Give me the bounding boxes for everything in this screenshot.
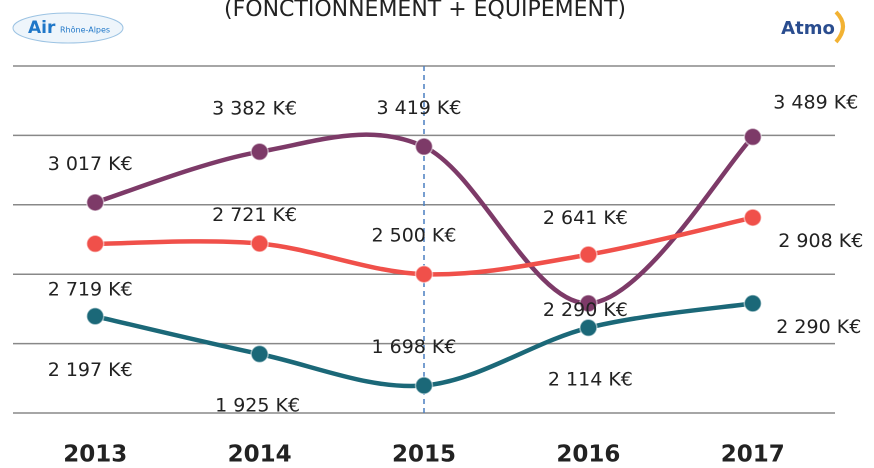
data-label: 2 500 K€: [372, 225, 457, 247]
data-point: [579, 294, 598, 313]
data-label: 2 641 K€: [543, 207, 628, 229]
data-point: [743, 294, 763, 313]
data-label: 3 489 K€: [773, 91, 858, 113]
data-point: [250, 344, 269, 364]
data-label: 2 721 K€: [212, 204, 297, 226]
data-label: 1 698 K€: [372, 336, 457, 358]
logo-arc: [834, 10, 845, 44]
data-point: [250, 142, 269, 162]
logo-shape: [12, 12, 124, 44]
x-tick-label: 2015: [392, 442, 456, 468]
data-point: [85, 307, 105, 326]
x-tick-label: 2014: [228, 442, 292, 468]
data-point: [579, 318, 598, 338]
data-point: [414, 137, 434, 156]
data-point: [414, 376, 434, 395]
data-label: 2 908 K€: [778, 230, 863, 252]
data-label: 2 114 K€: [548, 368, 633, 390]
data-point: [85, 234, 105, 254]
x-tick-label: 2013: [63, 442, 127, 468]
data-label: 3 017 K€: [48, 153, 133, 175]
logo-left: Air Rhône-Alpes: [12, 12, 124, 44]
chart-title: (FONCTIONNEMENT + ÉQUIPEMENT): [224, 0, 626, 22]
data-point: [743, 127, 763, 147]
data-point: [250, 234, 269, 253]
logo-right: Atmo: [781, 10, 845, 44]
logo-text: Air: [28, 18, 56, 38]
data-point: [743, 208, 763, 227]
x-tick-label: 2016: [556, 442, 620, 468]
data-label: 1 925 K€: [215, 395, 300, 417]
data-point: [579, 245, 598, 264]
data-label: 2 719 K€: [48, 278, 133, 300]
data-label: 3 419 K€: [377, 97, 462, 119]
data-label: 2 290 K€: [776, 316, 861, 338]
logo-subtext: Rhône-Alpes: [60, 25, 110, 35]
data-label: 2 197 K€: [48, 359, 133, 381]
series-line: [94, 132, 755, 306]
logo-text: Atmo: [781, 18, 835, 39]
data-label: 3 382 K€: [212, 97, 297, 119]
data-point: [85, 193, 105, 212]
data-point: [414, 264, 434, 284]
data-label: 2 290 K€: [543, 299, 628, 321]
x-tick-label: 2017: [721, 442, 785, 468]
